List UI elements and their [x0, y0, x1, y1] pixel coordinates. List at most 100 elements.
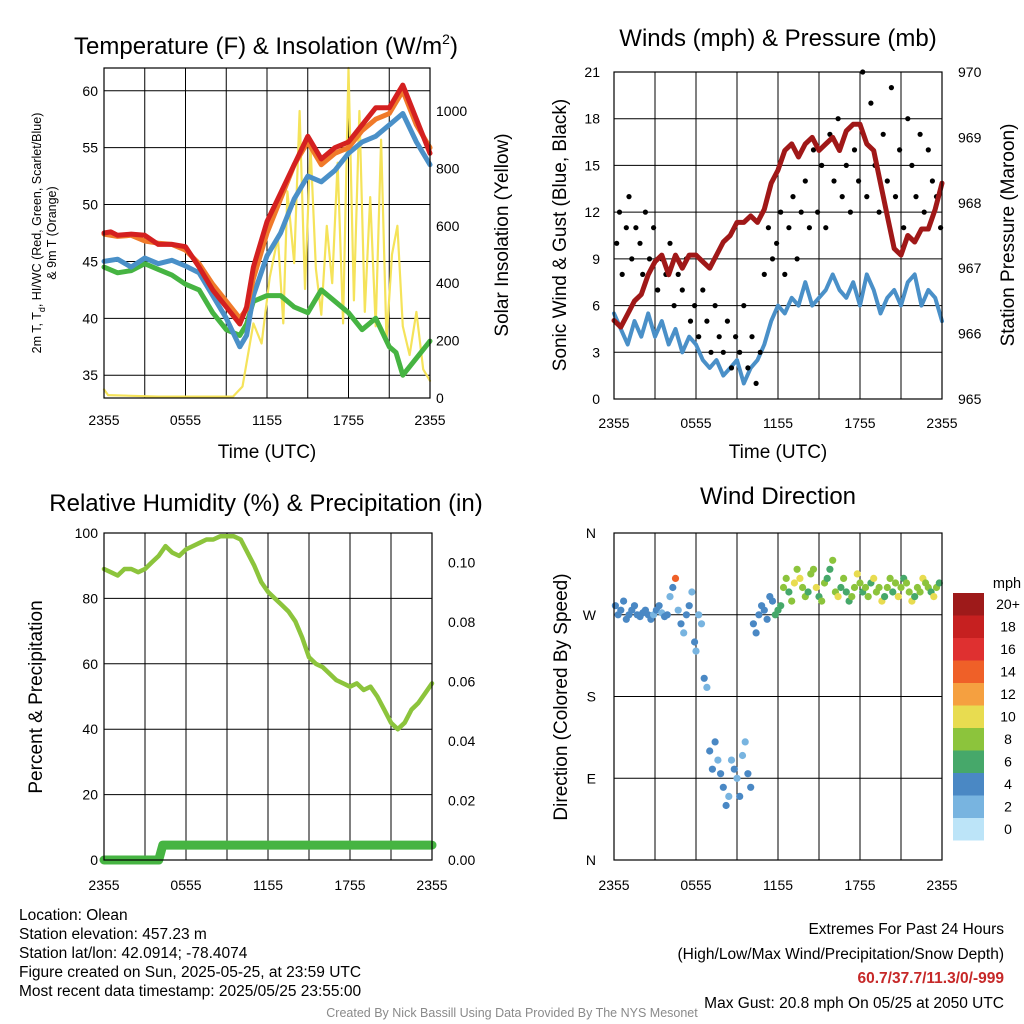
- wind-direction-point: [663, 611, 671, 619]
- y-tick-label: 12: [584, 204, 600, 220]
- gust-point: [815, 209, 821, 215]
- station-location: Location: Olean: [19, 907, 128, 924]
- x-tick-label: 2355: [88, 412, 119, 428]
- y2-tick-label: 1000: [436, 103, 467, 119]
- gust-point: [794, 256, 800, 262]
- y-tick-label: 20: [82, 787, 98, 803]
- y-tick-label: 0: [90, 852, 98, 868]
- direction-tick-label: N: [586, 525, 596, 541]
- wind-direction-point: [755, 611, 763, 619]
- temperature-y-axis-label-line2: & 9m T (Orange): [45, 186, 59, 279]
- gust-point: [806, 225, 813, 231]
- wind-direction-point: [886, 574, 894, 583]
- speed-legend-title: mph: [993, 576, 1021, 592]
- credit-line: Created By Nick Bassill Using Data Provi…: [326, 1006, 698, 1020]
- gust-point: [823, 225, 829, 231]
- speed-legend-swatch: [953, 750, 984, 773]
- gust-point: [819, 162, 825, 168]
- gust-point: [687, 318, 694, 324]
- gust-point: [913, 194, 919, 200]
- gust-point: [810, 147, 817, 153]
- wind-direction-point: [768, 597, 777, 605]
- gust-point: [897, 147, 903, 153]
- gust-point: [868, 100, 874, 106]
- gust-point: [724, 318, 731, 324]
- gust-point: [761, 271, 767, 277]
- gust-point: [741, 303, 747, 309]
- wind-direction-point: [671, 574, 680, 583]
- humidity-precipitation-panel: Relative Humidity (%) & Precipitation (i…: [26, 490, 483, 893]
- gust-point: [614, 240, 620, 246]
- gust-point: [679, 287, 685, 293]
- wind-direction-point: [617, 606, 625, 614]
- gust-point: [847, 209, 854, 215]
- wind-direction-point: [897, 583, 905, 592]
- gust-point: [700, 287, 706, 293]
- wind-direction-point: [692, 647, 700, 655]
- x-tick-label: 0555: [170, 877, 201, 893]
- y2-tick-label: 200: [436, 333, 460, 349]
- gust-point: [619, 271, 625, 277]
- wind-direction-point: [799, 583, 807, 592]
- y2-tick-label: 600: [436, 218, 460, 234]
- speed-legend-label: 8: [1004, 731, 1012, 747]
- y2-tick-label: 0.04: [448, 733, 475, 749]
- wind-direction-point: [935, 579, 943, 587]
- wind-direction-plot-frame: [613, 532, 943, 861]
- wind-direction-point: [823, 574, 831, 583]
- gust-point: [733, 334, 739, 340]
- gust-point: [708, 349, 714, 355]
- direction-tick-label: N: [586, 852, 596, 868]
- temperature-x-axis-label: Time (UTC): [218, 442, 317, 463]
- y-tick-label: 15: [584, 157, 600, 173]
- wind-direction-point: [902, 579, 911, 587]
- gust-point: [798, 209, 804, 215]
- wind-direction-point: [695, 611, 703, 619]
- x-tick-label: 1155: [253, 877, 283, 893]
- x-tick-label: 1155: [763, 877, 793, 893]
- relative-humidity-line: [101, 534, 435, 732]
- speed-legend-swatch: [953, 728, 984, 751]
- winds-panel-title: Winds (mph) & Pressure (mb): [619, 25, 936, 52]
- extremes-block: Extremes For Past 24 Hours (High/Low/Max…: [678, 918, 1005, 1016]
- wind-direction-point: [674, 606, 682, 614]
- y2-tick-label: 965: [958, 391, 982, 407]
- wind-direction-point: [749, 620, 758, 628]
- wind-direction-point: [725, 792, 733, 801]
- sonic-wind-line: [612, 272, 944, 386]
- station-elevation: Station elevation: 457.23 m: [19, 926, 207, 943]
- winds-plot-frame: [613, 71, 943, 400]
- gust-point: [728, 365, 735, 371]
- wind-direction-point: [812, 583, 820, 592]
- gust-point: [831, 178, 837, 184]
- y-tick-label: 3: [592, 344, 600, 360]
- wind-direction-point: [682, 611, 691, 619]
- wind-direction-point: [752, 629, 760, 637]
- wind-direction-point: [861, 583, 870, 592]
- y-tick-label: 45: [82, 253, 98, 269]
- wind-direction-point: [738, 751, 747, 760]
- speed-legend-swatch: [953, 773, 984, 796]
- gust-point: [637, 240, 643, 246]
- gust-point: [790, 194, 796, 200]
- y-tick-label: 6: [592, 298, 600, 314]
- wind-direction-point: [809, 565, 818, 573]
- percent-precip-y-axis-label: Percent & Precipitation: [26, 600, 47, 793]
- x-tick-label: 1755: [333, 412, 364, 428]
- y-tick-label: 21: [584, 64, 600, 80]
- gust-point: [917, 131, 923, 137]
- speed-legend-swatch: [953, 593, 984, 616]
- y2-tick-label: 970: [958, 64, 982, 80]
- direction-tick-label: W: [583, 607, 597, 623]
- speed-legend-swatch: [953, 705, 984, 728]
- speed-legend-label: 6: [1004, 754, 1012, 770]
- y-tick-label: 60: [82, 83, 98, 99]
- x-tick-label: 2355: [414, 412, 445, 428]
- wind-direction-point: [744, 770, 752, 778]
- wind-direction-point: [891, 579, 900, 587]
- wind-direction-point: [785, 588, 793, 596]
- wind-direction-point: [834, 593, 842, 601]
- gust-point: [843, 162, 849, 168]
- wind-direction-point: [711, 738, 719, 746]
- y-tick-label: 18: [584, 111, 600, 127]
